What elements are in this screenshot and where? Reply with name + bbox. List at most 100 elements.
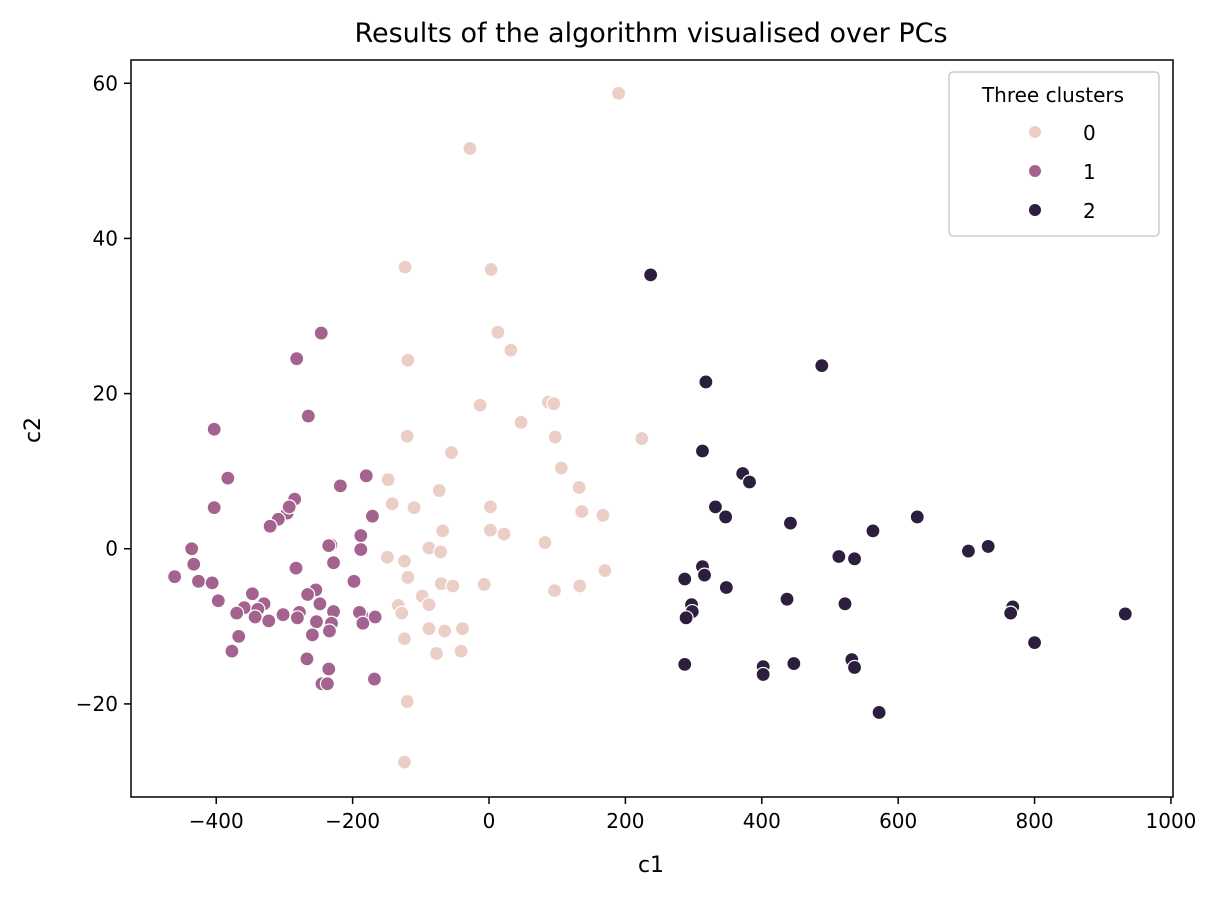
data-point — [496, 526, 512, 542]
data-point — [513, 414, 529, 430]
data-point — [397, 259, 413, 275]
data-point — [1026, 635, 1043, 651]
data-point — [206, 500, 222, 516]
data-point — [678, 610, 694, 626]
data-point — [346, 573, 362, 589]
data-point — [428, 645, 445, 662]
data-point — [399, 693, 415, 710]
points-layer — [167, 85, 1133, 770]
data-point — [677, 656, 693, 672]
data-point — [400, 569, 416, 586]
data-point — [355, 615, 371, 631]
data-point — [871, 704, 887, 721]
data-point — [814, 358, 830, 374]
data-point — [299, 651, 315, 667]
data-point — [394, 605, 410, 621]
data-point — [300, 586, 316, 603]
x-tick-label: −400 — [189, 809, 244, 833]
data-point — [396, 631, 413, 647]
y-axis: −20 0 20 40 60 — [76, 71, 131, 716]
data-point — [547, 429, 563, 445]
data-point — [300, 408, 316, 424]
x-tick-label: 600 — [879, 809, 917, 833]
data-point — [718, 509, 734, 525]
data-point — [574, 503, 590, 520]
data-point — [445, 578, 461, 594]
data-point — [453, 643, 469, 659]
data-point — [960, 543, 977, 559]
data-point — [396, 754, 413, 770]
data-point — [755, 666, 771, 683]
x-tick-label: −200 — [325, 809, 380, 833]
legend-label: 1 — [1083, 160, 1096, 184]
x-tick-label: 800 — [1015, 809, 1053, 833]
data-point — [472, 397, 488, 413]
data-point — [610, 85, 627, 101]
legend-items: 0 1 2 — [1028, 121, 1096, 223]
data-point — [490, 324, 506, 340]
data-point — [572, 578, 588, 594]
data-point — [718, 579, 734, 596]
legend-box — [948, 71, 1160, 237]
data-point — [1003, 605, 1019, 621]
data-point — [261, 613, 277, 629]
data-point — [741, 474, 758, 490]
data-point — [546, 396, 562, 412]
data-point — [319, 676, 335, 692]
data-point — [332, 478, 348, 494]
data-point — [634, 430, 650, 447]
y-axis-label: c2 — [21, 417, 46, 443]
data-point — [909, 509, 925, 525]
data-point — [831, 548, 847, 565]
data-point — [220, 470, 236, 486]
data-point — [231, 628, 247, 645]
x-axis-label: c1 — [638, 853, 664, 878]
data-point — [224, 643, 240, 659]
chart-title: Results of the algorithm visualised over… — [354, 18, 947, 49]
legend-marker — [1028, 164, 1042, 178]
plot-frame — [130, 59, 1174, 798]
data-point — [281, 499, 297, 515]
series-0 — [379, 85, 650, 770]
data-point — [865, 523, 881, 539]
legend: Three clusters 0 1 2 — [948, 71, 1160, 237]
data-point — [288, 560, 304, 576]
data-point — [546, 583, 563, 599]
data-point — [321, 623, 338, 639]
data-point — [229, 605, 245, 621]
data-point — [707, 499, 724, 515]
data-point — [435, 523, 451, 539]
data-point — [786, 655, 802, 672]
legend-marker — [1028, 203, 1042, 217]
data-point — [846, 659, 863, 676]
data-point — [483, 261, 499, 278]
data-point — [380, 472, 396, 488]
data-point — [353, 527, 369, 544]
data-point — [482, 499, 498, 515]
data-point — [244, 586, 260, 602]
data-point — [571, 479, 587, 496]
data-point — [595, 507, 611, 523]
data-point — [379, 549, 396, 565]
y-tick-label: 60 — [93, 71, 118, 95]
data-point — [396, 553, 413, 569]
data-point — [837, 596, 853, 612]
data-point — [476, 576, 492, 593]
x-tick-label: 400 — [743, 809, 781, 833]
data-point — [247, 609, 263, 625]
data-point — [779, 591, 795, 607]
data-point — [643, 267, 659, 283]
data-point — [308, 614, 325, 630]
data-point — [384, 496, 400, 512]
data-point — [698, 374, 714, 390]
data-point — [462, 140, 478, 157]
data-point — [186, 556, 202, 572]
data-point — [406, 500, 422, 516]
data-point — [289, 351, 305, 367]
data-point — [677, 571, 693, 587]
data-point — [696, 567, 713, 583]
data-point — [275, 607, 291, 623]
data-point — [210, 593, 226, 609]
y-tick-label: 20 — [93, 382, 118, 406]
data-point — [399, 428, 415, 444]
